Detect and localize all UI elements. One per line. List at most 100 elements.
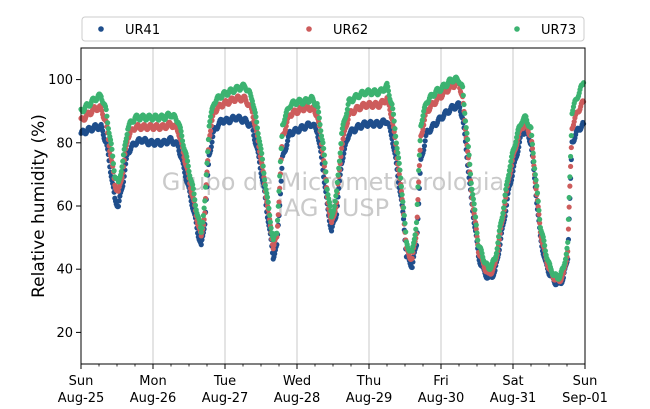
data-point <box>344 111 350 117</box>
y-tick-label: 20 <box>56 326 73 341</box>
data-point <box>338 141 344 147</box>
data-point <box>416 152 422 158</box>
data-point <box>466 152 472 158</box>
data-point <box>336 158 343 164</box>
data-point <box>532 165 538 172</box>
x-tick-label-date: Aug-28 <box>274 391 321 406</box>
x-tick-label-day: Sun <box>573 374 598 389</box>
data-point <box>255 130 261 137</box>
data-point <box>416 162 422 169</box>
data-point <box>323 169 329 175</box>
data-point <box>336 165 342 171</box>
data-point <box>534 190 541 196</box>
data-point <box>331 203 338 209</box>
data-point <box>253 114 259 120</box>
y-tick-label: 80 <box>56 136 73 151</box>
data-point <box>537 220 543 226</box>
data-point <box>460 84 466 90</box>
data-point <box>204 160 210 166</box>
data-point <box>262 177 268 183</box>
data-point <box>254 125 260 131</box>
data-point <box>208 128 214 134</box>
y-tick-label: 100 <box>48 73 73 88</box>
data-point <box>110 161 116 167</box>
data-point <box>533 177 539 183</box>
legend-label-ur41: UR41 <box>125 23 160 38</box>
data-point <box>564 245 570 251</box>
data-point <box>390 106 396 112</box>
data-point <box>339 130 345 137</box>
data-point <box>567 183 573 189</box>
data-point <box>202 198 208 204</box>
data-point <box>467 171 474 177</box>
data-point <box>471 201 477 207</box>
data-point <box>496 228 502 234</box>
data-point <box>104 113 110 119</box>
data-point <box>502 192 508 198</box>
data-point <box>337 150 343 156</box>
data-point <box>536 207 542 213</box>
data-point <box>493 250 500 256</box>
data-point <box>316 109 322 115</box>
x-tick-label-day: Thu <box>356 374 381 389</box>
legend-label-ur73: UR73 <box>541 23 576 38</box>
data-point <box>390 111 397 117</box>
data-point <box>277 173 283 179</box>
data-point <box>464 130 470 136</box>
data-point <box>411 236 417 242</box>
y-axis: 20 40 60 80 100 <box>48 73 81 341</box>
data-point <box>530 154 536 160</box>
data-point <box>276 188 282 194</box>
data-point <box>409 248 415 254</box>
data-point <box>537 216 543 222</box>
data-point <box>202 184 209 190</box>
data-point <box>496 233 502 240</box>
data-point <box>192 202 199 208</box>
data-point <box>124 131 130 138</box>
data-point <box>321 152 327 158</box>
data-point <box>461 101 467 108</box>
data-point <box>393 133 399 139</box>
data-point <box>562 256 569 262</box>
data-point <box>414 201 420 207</box>
data-point <box>334 188 340 194</box>
data-point <box>462 118 469 124</box>
data-point <box>499 214 505 221</box>
data-point <box>395 155 402 161</box>
data-point <box>324 186 330 193</box>
data-point <box>108 141 114 147</box>
data-point <box>259 156 266 162</box>
x-tick-label-day: Tue <box>213 374 236 389</box>
data-point <box>460 92 466 98</box>
data-point <box>421 143 428 149</box>
data-point <box>265 199 271 205</box>
data-point <box>175 143 181 149</box>
data-point <box>417 138 423 144</box>
data-point <box>184 158 191 164</box>
data-point <box>115 188 122 194</box>
series-ur73 <box>78 74 587 282</box>
data-point <box>566 194 572 201</box>
data-point <box>385 84 391 90</box>
data-point <box>534 183 540 189</box>
legend-marker-ur73 <box>514 26 520 32</box>
data-point <box>472 207 478 213</box>
data-point <box>500 210 506 216</box>
data-point <box>198 229 204 235</box>
data-point <box>501 205 507 211</box>
data-point <box>563 251 569 257</box>
data-point <box>409 255 415 262</box>
data-point <box>401 212 407 219</box>
data-point <box>468 180 474 186</box>
data-point <box>190 186 196 192</box>
data-point <box>479 250 485 256</box>
data-point <box>317 121 323 128</box>
x-tick-label-day: Wed <box>283 374 311 389</box>
data-point <box>105 126 111 132</box>
x-tick-label-date: Aug-30 <box>418 391 465 406</box>
data-point <box>339 145 345 151</box>
data-point <box>334 179 340 185</box>
data-point <box>398 175 404 181</box>
data-point <box>179 133 185 139</box>
data-point <box>565 216 572 222</box>
